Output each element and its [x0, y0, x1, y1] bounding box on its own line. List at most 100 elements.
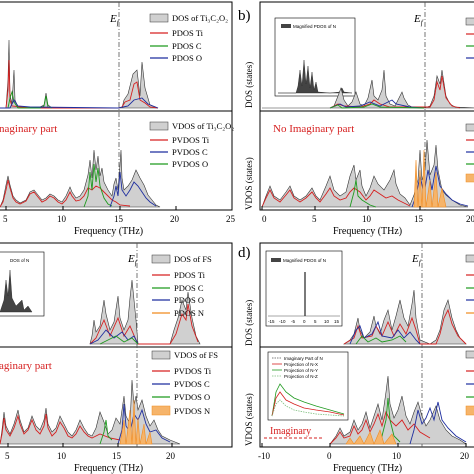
panel-a-pvdos-o — [109, 171, 157, 208]
panel-c-vdos-legend: VDOS of FS PVDOS Ti PVDOS C PVDOS O PVDO… — [151, 350, 218, 416]
panel-a-vdos-legend-item: PVDOS O — [172, 159, 208, 169]
panel-a-vdos-frame — [0, 110, 233, 211]
panel-a-imag-text: naginary part — [0, 123, 57, 135]
panel-b-inset: Magnified PDOS of N — [274, 17, 356, 97]
panel-c-xaxis: 5 10 15 20 Frequency (THz) — [5, 443, 176, 474]
panel-d-xaxis: -10 0 10 20 Frequency (THz) — [258, 443, 470, 474]
panel-c-vdos-legend-item: PVDOS N — [174, 406, 210, 416]
panel-a-xtick: 10 — [57, 214, 67, 224]
panel-a-dos-legend-item: PDOS O — [172, 53, 202, 63]
panel-d-vinset-curve-y — [271, 383, 345, 417]
panel-d-vdos-total — [329, 375, 467, 445]
panel-c-pvdos-c — [99, 419, 113, 445]
panel-d-ylabel-top: DOS (states) — [244, 300, 254, 346]
panel-c-imag-text: aginary part — [0, 360, 52, 372]
panel-d-pvdos-ti — [329, 410, 431, 445]
panel-c-pvdos-n — [119, 399, 153, 445]
panel-b-imag-text: No Imaginary part — [273, 123, 354, 135]
panel-b-pvdos-c — [349, 179, 377, 208]
panel-c-inset: DOS of N — [0, 251, 45, 317]
panel-a-pvdos-ti — [0, 179, 131, 208]
panel-c-dos-legend: DOS of FS PDOS Ti PDOS C PDOS O PDOS N — [151, 254, 212, 318]
panel-d-vdos-legend-swatch — [465, 405, 474, 416]
panel-b-xtick: 15 — [414, 214, 424, 224]
panel-c-xtick: 20 — [166, 451, 176, 461]
panel-b-vdos-legend-swatch — [465, 123, 474, 132]
panel-d-inset-xtick: 5 — [314, 319, 317, 324]
panel-a: Ef DOS of Ti₃C₂O₂ PDOS Ti PDOS C PDOS O … — [0, 1, 236, 237]
panel-d-ef-label: Ef — [411, 253, 422, 267]
panel-d-vinset: Imaginary Part of N Projection of N-X Pr… — [267, 351, 349, 421]
panel-a-vdos-legend-item: PVDOS Ti — [172, 135, 210, 145]
panel-b-inset-title: Magnified PDOS of N — [293, 24, 336, 29]
panel-b-ylabel-top: DOS (states) — [244, 62, 254, 108]
panel-d-pvdos-c — [379, 397, 401, 445]
panel-c-pdos-o — [89, 329, 139, 345]
panel-b-xtick: 5 — [312, 214, 317, 224]
panel-a-dos-total — [0, 39, 159, 109]
panel-a-pdos-c — [0, 90, 53, 109]
panel-d-xtick: 0 — [327, 451, 332, 461]
panel-c-vdos-frame — [0, 346, 233, 448]
panel-b-dos-total — [262, 69, 474, 109]
panel-c-xtick: 5 — [5, 451, 10, 461]
panel-d-dos-legend-swatch — [465, 254, 474, 263]
panel-b-inset-histogram — [278, 59, 353, 94]
panel-b-ylabel-bottom: VDOS (states) — [244, 157, 254, 210]
panel-c-xtick: 15 — [112, 451, 122, 461]
panel-a-xtick: 20 — [170, 214, 180, 224]
panel-d-ylabel-bottom: VDOS (states) — [244, 393, 254, 446]
panel-c-pvdos-ti — [0, 413, 121, 445]
panel-d: d) DOS (states) VDOS (states) Ef Magnifi… — [238, 242, 474, 474]
panel-b-xtick: 20 — [466, 214, 474, 224]
panel-d-inset-xtick: -15 — [268, 319, 275, 324]
panel-c-xtick: 10 — [57, 451, 67, 461]
panel-b-xlabel: Frequency (THz) — [333, 226, 402, 237]
panel-d-vdos-frame — [259, 346, 474, 448]
panel-c-dos-legend-item: PDOS Ti — [174, 270, 206, 280]
panel-a-xtick: 15 — [114, 214, 124, 224]
panel-c-vdos-legend-item: PVDOS C — [174, 379, 210, 389]
panel-d-xtick: -10 — [258, 451, 270, 461]
panel-b-dos-legend-swatch — [465, 17, 474, 26]
panel-d-vinset-legend-item: Projection of N-Z — [284, 374, 318, 379]
panel-a-vdos-legend-item: PVDOS C — [172, 147, 208, 157]
panel-b-vdos-legend-swatch — [465, 173, 474, 183]
panel-b-ef-label: Ef — [413, 13, 424, 27]
panel-b-pvdos-n — [413, 149, 447, 208]
panel-d-xtick: 10 — [392, 451, 402, 461]
panel-c-dos-legend-item: PDOS O — [174, 295, 204, 305]
panel-d-vinset-curve-x — [271, 391, 345, 417]
panel-b-xaxis: 0 5 10 15 20 Frequency (THz) — [261, 206, 474, 237]
panel-a-xtick: 5 — [3, 214, 8, 224]
panel-b-xtick: 10 — [362, 214, 372, 224]
panel-d-inset-xtick: -5 — [291, 319, 295, 324]
panel-d-inset-xtick: -10 — [279, 319, 286, 324]
panel-d-inset: Magnified PDOS of N -15 -10 -5 0 5 10 15 — [265, 250, 343, 327]
panel-c-dos-total — [89, 279, 201, 345]
panel-a-dos-legend-item: DOS of Ti₃C₂O₂ — [172, 13, 228, 23]
panel-d-xlabel: Frequency (THz) — [333, 463, 402, 474]
panel-d-inset-xtick: 10 — [324, 319, 330, 324]
panel-a-ef-label: Ef — [109, 13, 120, 27]
panel-d-vinset-legend-item: Projection of N-Y — [284, 368, 318, 373]
panel-c-pdos-c — [99, 335, 139, 345]
panel-d-inset-title: Magnified PDOS of N — [283, 258, 326, 263]
panel-a-vdos-total — [0, 149, 161, 208]
panel-d-inset-xtick: 15 — [334, 319, 340, 324]
panel-c-dos-legend-item: PDOS N — [174, 308, 204, 318]
panel-b-letter: b) — [238, 8, 251, 24]
panel-c: Ef DOS of N DOS of FS PDOS Ti PDOS C PDO… — [0, 242, 233, 474]
panel-b-pvdos-ti — [261, 187, 411, 208]
panel-d-inset-xtick: 0 — [303, 319, 306, 324]
panel-d-vdos-legend-swatch — [465, 350, 474, 359]
panel-d-pdos-o — [349, 320, 421, 345]
panel-a-dos-legend-item: PDOS C — [172, 41, 202, 51]
panel-d-vinset-legend-item: Imaginary Part of N — [284, 356, 323, 361]
panel-d-pvdos-n — [345, 429, 397, 445]
panel-d-letter: d) — [238, 245, 251, 261]
panel-d-pvdos-o — [409, 401, 467, 445]
panel-a-dos-legend-item: PDOS Ti — [172, 28, 204, 38]
panel-c-vdos-legend-item: VDOS of FS — [174, 350, 218, 360]
